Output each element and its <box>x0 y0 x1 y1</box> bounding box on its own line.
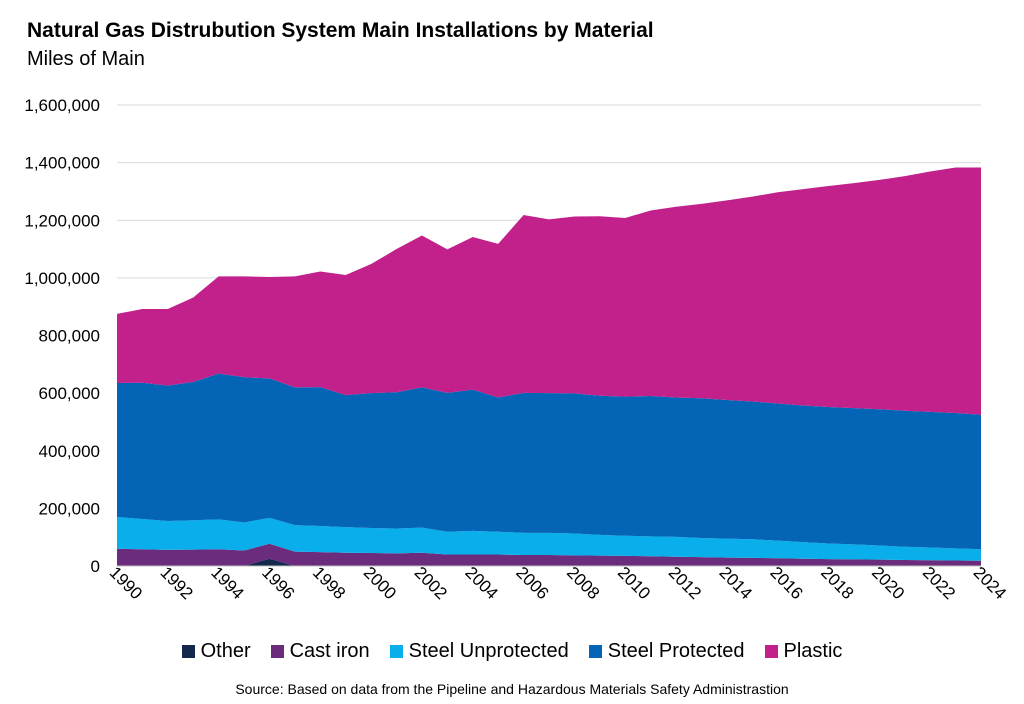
legend-label: Steel Unprotected <box>408 640 569 662</box>
legend-swatch <box>588 645 602 658</box>
legend-swatch <box>764 645 778 658</box>
y-tick-label: 400,000 <box>39 442 100 461</box>
area-series-plastic <box>117 167 981 415</box>
y-tick-label: 600,000 <box>39 384 100 403</box>
chart-subtitle: Miles of Main <box>27 48 145 70</box>
y-tick-label: 200,000 <box>39 499 100 518</box>
legend-swatch <box>270 645 284 658</box>
legend-item-cast-iron: Cast iron <box>270 640 370 663</box>
x-tick-label: 2000 <box>360 563 400 603</box>
x-tick-label: 2016 <box>766 563 806 603</box>
x-tick-label: 2012 <box>665 563 705 603</box>
legend-swatch <box>181 645 195 658</box>
legend-item-steel-unprotected: Steel Unprotected <box>389 640 569 663</box>
chart-source-note: Source: Based on data from the Pipeline … <box>235 681 789 697</box>
legend-label: Cast iron <box>289 640 370 662</box>
area-series-steel-unprotected <box>117 517 981 561</box>
x-tick-label: 1998 <box>309 563 349 603</box>
chart-title: Natural Gas Distrubution System Main Ins… <box>27 19 654 42</box>
y-tick-label: 1,600,000 <box>24 96 100 115</box>
legend-label: Other <box>200 640 251 662</box>
legend-swatch <box>389 645 403 658</box>
x-tick-label: 2014 <box>716 563 756 603</box>
x-tick-label: 1996 <box>258 563 298 603</box>
y-tick-label: 0 <box>91 557 100 576</box>
y-tick-label: 1,200,000 <box>24 211 100 230</box>
x-tick-label: 2022 <box>919 563 959 603</box>
legend-label: Steel Protected <box>607 640 745 662</box>
x-tick-label: 1992 <box>157 563 197 603</box>
x-tick-label: 2020 <box>868 563 908 603</box>
legend-label: Plastic <box>783 640 843 662</box>
stacked-area-chart: 0 200,000 400,000 600,000 800,000 1,000,000 1,… <box>24 96 1010 603</box>
chart-legend: Other Cast iron Steel Unprotected Steel Pro… <box>0 640 1024 663</box>
x-tick-label: 2018 <box>817 563 857 603</box>
y-tick-label: 1,400,000 <box>24 154 100 173</box>
x-tick-label: 1990 <box>106 563 146 603</box>
x-tick-label: 2024 <box>970 563 1010 603</box>
area-series-steel-protected <box>117 373 981 550</box>
x-tick-label: 2010 <box>614 563 654 603</box>
x-tick-label: 2008 <box>563 563 603 603</box>
legend-item-other: Other <box>181 640 251 663</box>
x-tick-label: 2006 <box>512 563 552 603</box>
legend-item-plastic: Plastic <box>764 640 843 663</box>
x-tick-label: 1994 <box>207 563 247 603</box>
x-tick-label: 2002 <box>411 563 451 603</box>
y-tick-label: 800,000 <box>39 327 100 346</box>
area-series-cast-iron <box>117 543 981 566</box>
y-tick-label: 1,000,000 <box>24 269 100 288</box>
legend-item-steel-protected: Steel Protected <box>588 640 745 663</box>
x-tick-label: 2004 <box>461 563 501 603</box>
